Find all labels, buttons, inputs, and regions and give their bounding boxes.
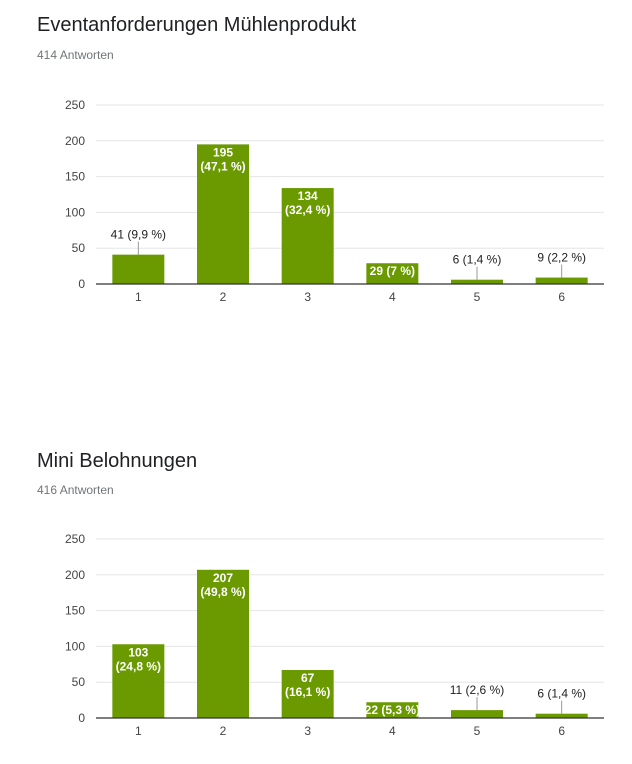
question-title: Mini Belohnungen bbox=[37, 450, 198, 472]
x-tick-label: 3 bbox=[304, 290, 311, 304]
bar-chart-2: 0 50 100 150 200 250 1 103(24,8 %) 2 207(49,8 %) 3… bbox=[65, 532, 604, 738]
x-tick-label: 1 bbox=[135, 724, 142, 738]
data-label: 195 bbox=[213, 145, 233, 159]
data-label: 41 (9,9 %) bbox=[111, 228, 166, 242]
data-label: 6 (1,4 %) bbox=[453, 253, 502, 267]
y-tick-label: 100 bbox=[65, 205, 85, 219]
bar[interactable] bbox=[535, 277, 588, 284]
response-count: 416 Antworten bbox=[37, 483, 114, 497]
data-label: 11 (2,6 %) bbox=[450, 683, 504, 697]
data-label: 134 bbox=[298, 189, 318, 203]
x-tick-label: 5 bbox=[474, 724, 481, 738]
y-tick-label: 200 bbox=[65, 134, 85, 148]
data-label: (49,8 %) bbox=[200, 585, 245, 599]
data-label: (47,1 %) bbox=[200, 159, 245, 173]
bar[interactable] bbox=[281, 670, 334, 718]
x-tick-label: 1 bbox=[135, 290, 142, 304]
y-tick-label: 200 bbox=[65, 568, 85, 582]
y-tick-label: 150 bbox=[65, 604, 85, 618]
bar[interactable] bbox=[451, 279, 503, 284]
bar-chart-1: 0 50 100 150 200 250 1 41 (9,9 %) 2 195(47,1 %) 3 1… bbox=[65, 98, 604, 304]
data-label: 207 bbox=[213, 571, 233, 585]
question-title: Eventanforderungen Mühlenprodukt bbox=[37, 14, 357, 36]
data-label: (24,8 %) bbox=[116, 659, 161, 673]
y-tick-label: 250 bbox=[65, 98, 85, 112]
y-tick-label: 100 bbox=[65, 639, 85, 653]
x-tick-label: 4 bbox=[389, 290, 396, 304]
data-label: 29 (7 %) bbox=[370, 264, 415, 278]
y-tick-label: 0 bbox=[78, 277, 85, 291]
x-tick-label: 2 bbox=[220, 290, 227, 304]
bar[interactable] bbox=[112, 644, 165, 718]
y-tick-label: 150 bbox=[65, 170, 85, 184]
x-tick-label: 6 bbox=[558, 290, 565, 304]
bar[interactable] bbox=[112, 254, 165, 284]
x-tick-label: 4 bbox=[389, 724, 396, 738]
data-label: 103 bbox=[128, 645, 148, 659]
data-label: 9 (2,2 %) bbox=[537, 251, 586, 265]
bar[interactable] bbox=[281, 188, 334, 284]
bar[interactable] bbox=[197, 144, 249, 284]
bar[interactable] bbox=[366, 702, 419, 718]
data-label: (32,4 %) bbox=[285, 203, 330, 217]
response-count: 414 Antworten bbox=[37, 48, 114, 62]
data-label: 6 (1,4 %) bbox=[537, 687, 586, 701]
data-label: (16,1 %) bbox=[285, 685, 330, 699]
y-tick-label: 0 bbox=[78, 711, 85, 725]
x-tick-label: 3 bbox=[304, 724, 311, 738]
x-tick-label: 6 bbox=[558, 724, 565, 738]
bar[interactable] bbox=[366, 263, 419, 284]
bar[interactable] bbox=[451, 710, 503, 718]
x-tick-label: 2 bbox=[220, 724, 227, 738]
data-label: 67 bbox=[301, 671, 315, 685]
y-tick-label: 50 bbox=[72, 241, 86, 255]
bar[interactable] bbox=[535, 713, 588, 718]
y-tick-label: 50 bbox=[72, 675, 86, 689]
data-label: 22 (5,3 %) bbox=[365, 703, 420, 717]
bar[interactable] bbox=[197, 569, 249, 718]
y-tick-label: 250 bbox=[65, 532, 85, 546]
x-tick-label: 5 bbox=[474, 290, 481, 304]
